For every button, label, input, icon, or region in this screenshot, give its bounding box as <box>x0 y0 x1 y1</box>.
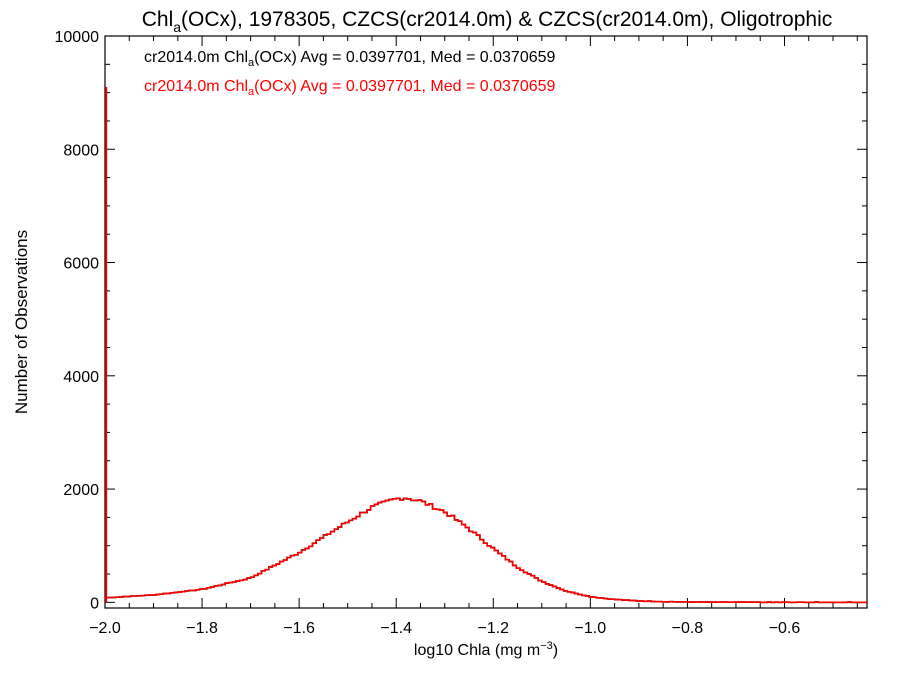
legend-2-subscript: a <box>248 86 255 98</box>
x-tick-label: −1.8 <box>186 620 218 637</box>
title-prefix: Chl <box>142 8 174 31</box>
x-tick-label: −0.6 <box>769 620 801 637</box>
legend: cr2014.0m Chla(OCx) Avg = 0.0397701, Med… <box>144 49 556 98</box>
legend-entry-1: cr2014.0m Chla(OCx) Avg = 0.0397701, Med… <box>144 49 556 69</box>
legend-1-subscript: a <box>248 57 255 69</box>
legend-2-suffix: (OCx) Avg = 0.0397701, Med = 0.0370659 <box>254 78 555 95</box>
x-axis-ticks: −2.0 −1.8 −1.6 −1.4 −1.2 −1.0 −0.8 −0.6 <box>89 36 858 637</box>
plot-frame <box>104 35 868 609</box>
x-tick-label: −1.2 <box>477 620 509 637</box>
y-tick-label: 10000 <box>55 29 100 46</box>
legend-entry-2: cr2014.0m Chla(OCx) Avg = 0.0397701, Med… <box>144 78 556 98</box>
legend-1-prefix: cr2014.0m Chl <box>144 49 248 66</box>
series-line-2 <box>105 497 867 604</box>
y-tick-label: 2000 <box>63 482 99 499</box>
x-axis-label: log10 Chla (mg m−3) <box>414 640 558 659</box>
series-line-1 <box>105 497 867 604</box>
xlabel-superscript: −3 <box>540 640 553 652</box>
x-tick-label: −2.0 <box>89 620 121 637</box>
x-tick-label: −0.8 <box>672 620 704 637</box>
y-axis-ticks: 0 2000 4000 6000 8000 10000 <box>55 29 867 612</box>
xlabel-suffix: ) <box>553 642 558 659</box>
y-axis-label: Number of Observations <box>12 230 31 414</box>
legend-1-suffix: (OCx) Avg = 0.0397701, Med = 0.0370659 <box>254 49 555 66</box>
legend-2-prefix: cr2014.0m Chl <box>144 78 248 95</box>
xlabel-prefix: log10 Chla (mg m <box>414 642 540 659</box>
title-suffix: (OCx), 1978305, CZCS(cr2014.0m) & CZCS(c… <box>181 8 832 31</box>
y-tick-label: 6000 <box>63 256 99 273</box>
chart-title: Chla(OCx), 1978305, CZCS(cr2014.0m) & CZ… <box>142 8 833 35</box>
x-tick-label: −1.0 <box>575 620 607 637</box>
y-tick-label: 8000 <box>63 142 99 159</box>
title-subscript: a <box>173 19 181 35</box>
y-tick-label: 4000 <box>63 369 99 386</box>
x-tick-label: −1.6 <box>283 620 315 637</box>
series-group <box>105 86 867 604</box>
x-tick-label: −1.4 <box>380 620 412 637</box>
y-tick-label: 0 <box>90 595 99 612</box>
